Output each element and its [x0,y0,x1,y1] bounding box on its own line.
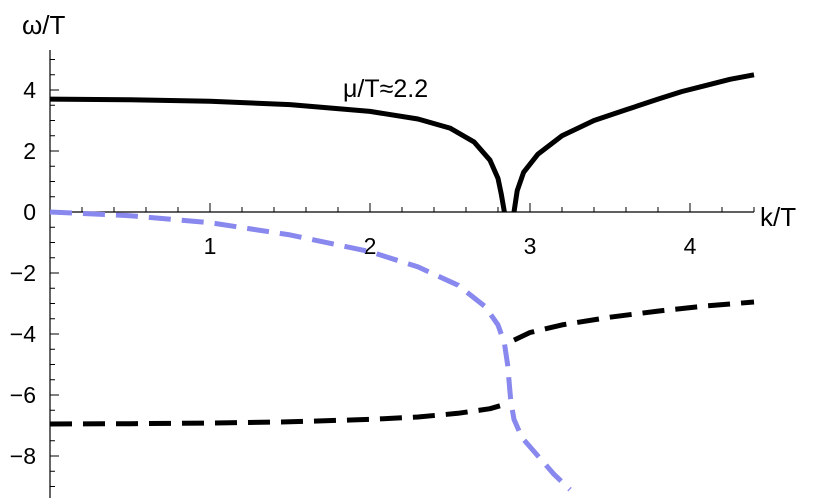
y-tick-label: −8 [10,443,36,469]
y-tick-label: −4 [10,321,36,347]
series-line-4 [49,401,507,427]
x-tick-label: 4 [684,233,697,259]
chart-annotation: μ/T≈2.2 [343,75,428,103]
x-tick-label: 2 [364,233,377,259]
y-tick-label: −2 [10,260,36,286]
series-layer [49,72,755,492]
y-axis-label: ω/T [22,10,66,40]
x-tick-label: 3 [524,233,537,259]
series-line-3 [49,209,572,492]
labels: ω/T k/T μ/T≈2.2 [22,10,796,232]
y-tick-label: 2 [23,138,36,164]
y-tick-label: −6 [10,382,36,408]
x-tick-label: 1 [204,233,217,259]
series-line-5 [512,299,755,343]
y-tick-label: 4 [23,77,36,103]
x-axis-label: k/T [760,202,796,232]
axes: 1 2 3 4 4 2 0 −2 −4 −6 −8 [10,50,755,498]
y-tick-label: 0 [23,199,36,225]
series-line-2 [511,72,755,213]
series-line-1 [49,96,507,213]
